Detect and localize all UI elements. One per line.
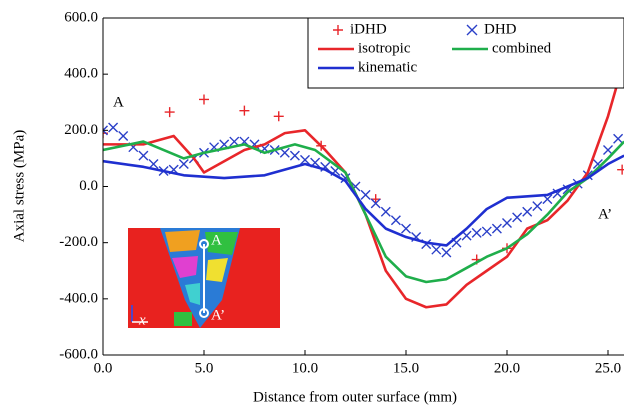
data-point <box>441 247 452 258</box>
legend-marker <box>333 25 343 35</box>
inset-point <box>199 308 209 318</box>
data-point <box>300 154 310 165</box>
x-tick-label: 5.0 <box>195 360 214 376</box>
series-line <box>103 59 624 309</box>
y-tick-label: 400.0 <box>64 66 98 82</box>
inset-grain <box>172 256 198 278</box>
data-point <box>532 201 543 212</box>
data-point <box>273 111 284 122</box>
x-tick-label: 15.0 <box>393 360 419 376</box>
x-axis-label: Distance from outer surface (mm) <box>253 389 457 405</box>
annotation: A’ <box>598 206 612 222</box>
legend-label: iDHD <box>350 21 387 37</box>
data-point <box>370 198 381 209</box>
data-point <box>138 150 149 161</box>
data-point <box>103 125 108 136</box>
plot-area <box>103 59 624 309</box>
data-point <box>289 150 300 161</box>
data-point <box>481 226 492 237</box>
y-tick-label: -400.0 <box>59 290 98 306</box>
y-tick-label: -600.0 <box>59 346 98 362</box>
data-point <box>613 133 624 144</box>
data-point <box>401 223 411 234</box>
data-point <box>380 206 391 217</box>
data-point <box>360 189 371 200</box>
x-tick-label: 20.0 <box>494 360 520 376</box>
data-point <box>108 122 119 133</box>
inset-image: A A’ x <box>128 228 280 328</box>
data-point <box>199 94 209 105</box>
series-line <box>103 154 624 247</box>
data-point <box>431 244 442 255</box>
data-point <box>164 107 175 118</box>
data-point <box>617 164 624 175</box>
data-point <box>471 227 482 238</box>
inset-label: x <box>138 312 146 328</box>
data-point <box>522 206 533 217</box>
y-tick-label: -200.0 <box>59 234 98 250</box>
data-point <box>512 212 523 223</box>
legend-label: isotropic <box>358 40 411 56</box>
data-point <box>118 130 129 141</box>
y-tick-label: 0.0 <box>79 178 98 194</box>
y-tick-label: 600.0 <box>64 9 98 25</box>
x-tick-label: 0.0 <box>94 360 113 376</box>
x-tick-label: 25.0 <box>595 360 621 376</box>
y-tick-label: 200.0 <box>64 122 98 138</box>
legend-box <box>307 17 624 89</box>
inset-grain <box>174 312 192 326</box>
data-point <box>491 223 502 234</box>
inset-label: A <box>211 232 222 248</box>
inset-label: A’ <box>211 307 225 323</box>
data-point <box>502 218 512 229</box>
data-point <box>390 215 401 226</box>
data-point <box>178 159 189 170</box>
data-point <box>603 144 613 155</box>
legend-marker <box>466 24 478 36</box>
legend-label: combined <box>492 40 552 56</box>
legend-label: DHD <box>484 21 517 37</box>
y-axis-label: Axial stress (MPa) <box>11 130 27 243</box>
x-tick-label: 10.0 <box>292 360 318 376</box>
inset-grain <box>206 258 228 282</box>
inset-grain <box>165 230 200 252</box>
annotation: A <box>113 94 124 110</box>
legend-label: kinematic <box>358 59 417 75</box>
inset-point <box>199 239 209 249</box>
data-point <box>239 105 250 116</box>
series-line <box>103 140 624 284</box>
inset-grain <box>185 283 200 305</box>
inset-grain <box>205 232 238 255</box>
data-point <box>279 147 290 158</box>
